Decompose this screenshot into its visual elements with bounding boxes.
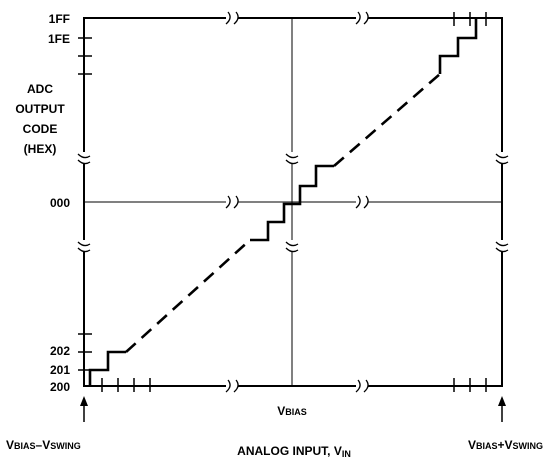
break-center-upper xyxy=(285,152,299,165)
break-bottom-right xyxy=(355,379,369,393)
x-right-label: VBIAS+VSWING xyxy=(468,438,543,452)
y-axis-title-line-3: CODE xyxy=(23,122,58,136)
y-tick-labels: 1FF 1FE 000 202 201 200 xyxy=(48,12,70,394)
break-top-left xyxy=(225,11,239,25)
x-axis-ticks-bottom xyxy=(101,378,487,392)
right-input-arrow xyxy=(498,396,506,422)
staircase-high xyxy=(438,18,478,74)
break-bottom-left xyxy=(225,379,239,393)
break-left-upper xyxy=(77,152,91,165)
dashed-segment-high xyxy=(333,73,441,167)
y-axis-title-line-4: (HEX) xyxy=(24,142,57,156)
y-axis-title: ADC OUTPUT CODE (HEX) xyxy=(15,82,65,156)
y-tick-1ff: 1FF xyxy=(49,12,70,26)
x-left-label: VBIAS–VSWING xyxy=(6,438,81,452)
y-tick-1fe: 1FE xyxy=(48,32,70,46)
x-axis-ticks-top xyxy=(453,12,487,26)
break-left-lower xyxy=(77,240,91,253)
left-input-arrow xyxy=(80,396,88,422)
y-tick-202: 202 xyxy=(50,344,70,358)
y-tick-200: 200 xyxy=(50,380,70,394)
y-axis-ticks xyxy=(78,37,92,371)
break-right-upper xyxy=(495,152,509,165)
axis-breaks xyxy=(77,11,509,393)
break-mid-left xyxy=(225,195,239,209)
y-tick-201: 201 xyxy=(50,363,70,377)
break-top-right xyxy=(355,11,369,25)
y-axis-title-line-2: OUTPUT xyxy=(15,102,65,116)
x-center-label: VBIAS xyxy=(277,404,307,418)
transfer-function xyxy=(88,18,478,386)
break-mid-right xyxy=(355,195,369,209)
y-tick-000: 000 xyxy=(50,196,70,210)
staircase-center xyxy=(250,164,334,242)
dashed-segment-low xyxy=(125,239,251,353)
y-axis-title-line-1: ADC xyxy=(27,82,53,96)
break-right-lower xyxy=(495,240,509,253)
staircase-low xyxy=(88,350,126,386)
x-axis-title: ANALOG INPUT, VIN xyxy=(237,444,351,459)
break-center-lower xyxy=(285,240,299,253)
